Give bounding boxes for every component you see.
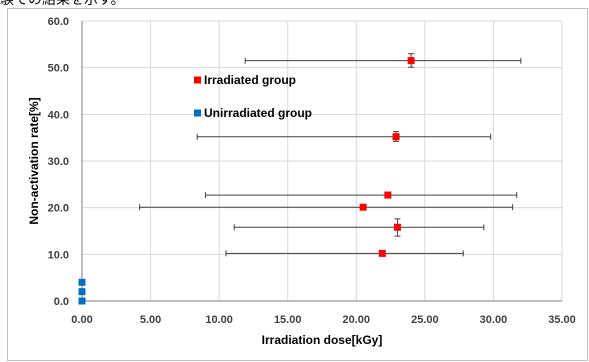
unirradiated-point bbox=[78, 297, 86, 305]
x-tick-label: 10.00 bbox=[205, 314, 233, 326]
irradiated-point bbox=[359, 203, 367, 211]
x-tick-label: 5.00 bbox=[140, 314, 161, 326]
unirradiated-point bbox=[78, 278, 86, 286]
legend-label-irradiated: Irradiated group bbox=[204, 73, 296, 87]
y-tick-label: 0.0 bbox=[54, 296, 69, 308]
x-tick-label: 0.00 bbox=[71, 314, 92, 326]
grid-lines bbox=[82, 20, 563, 301]
y-tick-label: 40.0 bbox=[48, 109, 69, 121]
y-axis-title: Non-activation rate[%] bbox=[27, 97, 41, 224]
x-tick-label: 15.00 bbox=[274, 314, 302, 326]
x-tick-label: 30.00 bbox=[480, 314, 508, 326]
legend-swatch-irradiated bbox=[194, 76, 201, 84]
x-axis-title: Irradiation dose[kGy] bbox=[262, 333, 383, 347]
irradiated-point bbox=[407, 57, 415, 65]
y-tick-label: 60.0 bbox=[48, 16, 69, 28]
legend: Irradiated group Unirradiated group bbox=[194, 73, 312, 120]
x-tick-label: 25.00 bbox=[411, 314, 439, 326]
legend-label-unirradiated: Unirradiated group bbox=[204, 106, 312, 120]
y-tick-label: 30.0 bbox=[48, 156, 69, 168]
x-tick-label: 20.00 bbox=[343, 314, 371, 326]
header-text: 験での結果を示す。 bbox=[0, 0, 125, 8]
irradiated-point bbox=[378, 249, 386, 257]
legend-swatch-unirradiated bbox=[194, 109, 201, 117]
y-tick-label: 20.0 bbox=[48, 203, 69, 215]
unirradiated-point bbox=[78, 288, 86, 296]
chart-frame bbox=[7, 8, 588, 361]
x-tick-label: 35.00 bbox=[548, 314, 576, 326]
irradiated-point bbox=[393, 223, 401, 231]
error-bars bbox=[139, 53, 522, 257]
tick-labels: 0.0 10.0 20.0 30.0 40.0 50.0 60.0 0.00 5.00 10.00… bbox=[48, 16, 576, 326]
y-tick-label: 10.0 bbox=[48, 249, 69, 261]
data-points bbox=[78, 57, 415, 305]
irradiated-point bbox=[384, 191, 392, 199]
axes bbox=[81, 21, 562, 302]
irradiated-point bbox=[392, 133, 400, 141]
y-tick-label: 50.0 bbox=[48, 63, 69, 75]
